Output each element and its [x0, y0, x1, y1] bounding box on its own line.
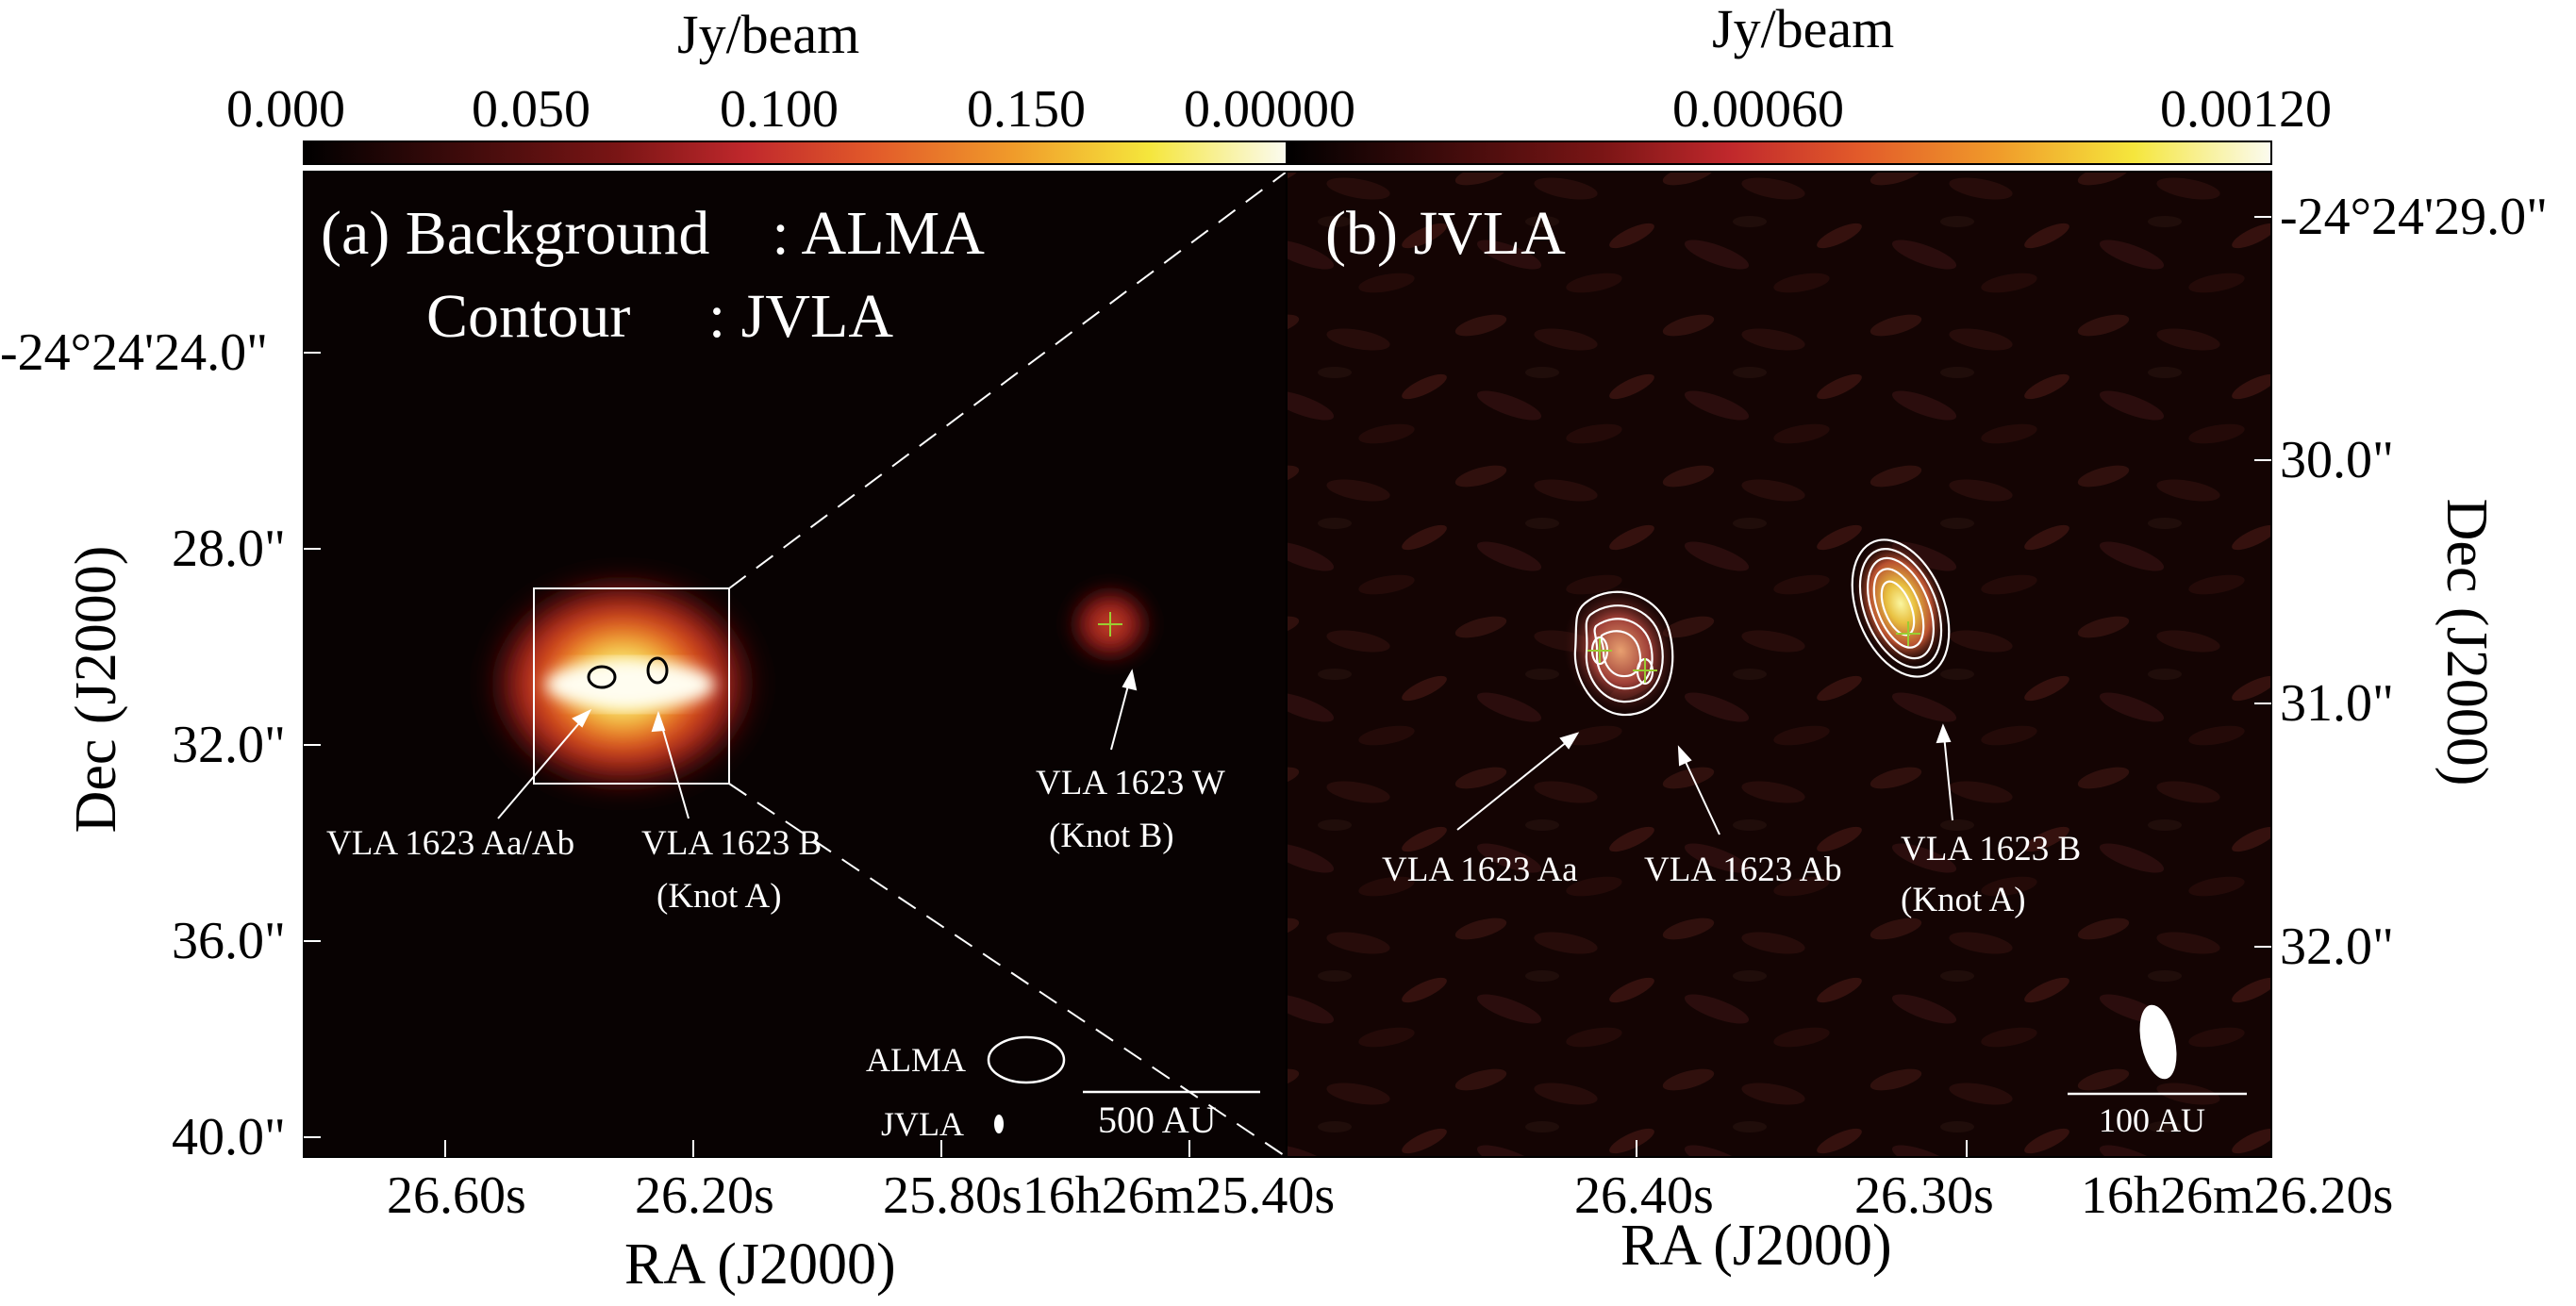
beam-label-jvla: JVLA: [881, 1105, 964, 1143]
panel-a-title: (a) Background : ALMA: [321, 199, 985, 268]
panel-b-xlabel: RA (J2000): [1620, 1214, 1892, 1278]
scale-bar-label-a: 500 AU: [1098, 1099, 1217, 1141]
source-label-aa: VLA 1623 Aa: [1382, 851, 1578, 889]
panel-b-ylabel: Dec (J2000): [2435, 498, 2499, 786]
panel-a-ytick: -24°24'24.0": [0, 323, 268, 382]
colorbar-a-unit: Jy/beam: [677, 4, 860, 65]
panel-b-ytick: 32.0": [2280, 918, 2394, 976]
panel-a-ytick: 40.0": [172, 1108, 286, 1166]
source-label-aa-ab: VLA 1623 Aa/Ab: [326, 824, 575, 863]
panel-a-xlabel: RA (J2000): [624, 1232, 896, 1297]
panel-a-image: [304, 171, 1288, 1158]
panel-a-subtitle: Contour : JVLA: [426, 282, 893, 351]
panel-b-title: (b) JVLA: [1325, 199, 1566, 268]
source-label-b-knot-panel-b: (Knot A): [1901, 881, 2026, 919]
source-label-w-knot: (Knot B): [1049, 817, 1174, 855]
colorbar-b-unit: Jy/beam: [1712, 0, 1895, 59]
scale-bar-label-b: 100 AU: [2099, 1101, 2206, 1139]
panel-b-image: [1287, 172, 2271, 1157]
panel-a-xtick: 26.60s: [387, 1166, 526, 1225]
panel-a-xtick: 25.80s16h26m25.40s: [883, 1166, 1336, 1225]
panel-b-ytick: 31.0": [2280, 674, 2394, 733]
colorbar-a-tick: 0.150: [967, 80, 1086, 139]
colorbar-b-tick: 0.00060: [1672, 80, 1844, 139]
source-label-ab: VLA 1623 Ab: [1644, 851, 1842, 889]
colorbar-a-tick: 0.050: [472, 80, 590, 139]
beam-label-alma: ALMA: [866, 1041, 966, 1079]
source-label-b-panel-b: VLA 1623 B: [1901, 830, 2082, 868]
panel-b-xtick: 16h26m26.20s: [2081, 1166, 2394, 1225]
source-label-b: VLA 1623 B: [641, 824, 823, 863]
panel-a-ylabel: Dec (J2000): [64, 545, 128, 834]
colorbar-a-tick: 0.100: [720, 80, 839, 139]
colorbar-a-tick: 0.000: [226, 80, 345, 139]
colorbar-b: [1286, 141, 2272, 165]
panel-b-ytick: -24°24'29.0": [2280, 188, 2548, 246]
panel-b-ticks: [1636, 216, 2271, 1157]
panel-a-ytick: 28.0": [172, 520, 286, 578]
panel-a-ytick: 32.0": [172, 716, 286, 774]
panel-b-ytick: 30.0": [2280, 431, 2394, 489]
colorbar-b-tick: 0.00120: [2160, 80, 2332, 139]
panel-a-ticks: [304, 352, 1190, 1157]
source-label-w: VLA 1623 W: [1036, 764, 1225, 802]
colorbar-a: [303, 141, 1288, 165]
panel-b-xtick: 26.40s: [1574, 1166, 1714, 1225]
colorbar-b-tick: 0.00000: [1184, 80, 1355, 139]
panel-b-frame: [1286, 171, 2272, 1158]
panel-b-xtick: 26.30s: [1854, 1166, 1994, 1225]
source-label-b-knot: (Knot A): [656, 877, 782, 916]
panel-a-xtick: 26.20s: [635, 1166, 774, 1225]
panel-a-ytick: 36.0": [172, 912, 286, 970]
